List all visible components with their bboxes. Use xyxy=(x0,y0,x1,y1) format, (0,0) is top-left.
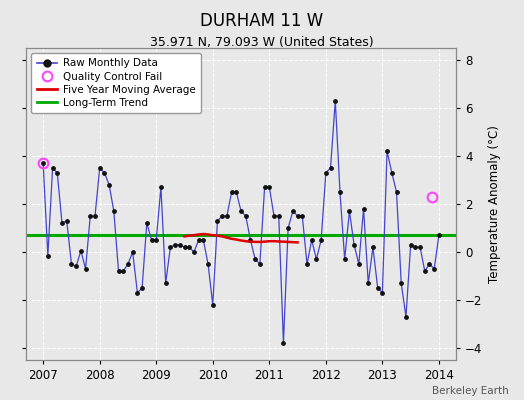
Point xyxy=(190,249,198,255)
Point xyxy=(322,170,330,176)
Point xyxy=(95,165,104,171)
Point xyxy=(383,148,391,154)
Point xyxy=(81,266,90,272)
Point xyxy=(227,189,236,195)
Point xyxy=(119,268,127,274)
Point xyxy=(166,244,174,250)
Point xyxy=(171,242,179,248)
Point xyxy=(72,263,80,270)
Text: DURHAM 11 W: DURHAM 11 W xyxy=(200,12,324,30)
Point xyxy=(298,213,307,219)
Point xyxy=(48,165,57,171)
Point xyxy=(402,314,410,320)
Point xyxy=(194,237,203,243)
Point xyxy=(157,184,165,190)
Point xyxy=(430,266,439,272)
Point xyxy=(284,225,292,231)
Point xyxy=(407,242,415,248)
Point xyxy=(355,261,363,267)
Point xyxy=(152,237,160,243)
Point xyxy=(237,208,245,214)
Point xyxy=(421,268,429,274)
Point xyxy=(77,248,85,254)
Point xyxy=(411,244,420,250)
Text: 35.971 N, 79.093 W (United States): 35.971 N, 79.093 W (United States) xyxy=(150,36,374,49)
Point xyxy=(128,249,137,255)
Point xyxy=(275,213,283,219)
Point xyxy=(204,261,212,267)
Point xyxy=(279,340,288,346)
Point xyxy=(86,213,94,219)
Point xyxy=(43,252,52,259)
Point xyxy=(67,261,75,267)
Point xyxy=(39,160,47,166)
Point xyxy=(53,170,61,176)
Point xyxy=(232,189,241,195)
Point xyxy=(416,244,424,250)
Point xyxy=(331,98,340,104)
Point xyxy=(242,213,250,219)
Point xyxy=(251,256,259,262)
Point xyxy=(397,280,406,286)
Point xyxy=(256,261,264,267)
Point xyxy=(326,165,335,171)
Point xyxy=(176,242,184,248)
Point xyxy=(223,213,231,219)
Point xyxy=(105,182,113,188)
Legend: Raw Monthly Data, Quality Control Fail, Five Year Moving Average, Long-Term Tren: Raw Monthly Data, Quality Control Fail, … xyxy=(31,53,201,113)
Point xyxy=(378,290,387,296)
Point xyxy=(341,256,349,262)
Point xyxy=(161,280,170,286)
Point xyxy=(199,237,208,243)
Point xyxy=(100,170,108,176)
Point xyxy=(350,242,358,248)
Point xyxy=(374,285,382,291)
Point xyxy=(303,261,311,267)
Point xyxy=(359,206,368,212)
Point xyxy=(180,244,189,250)
Point xyxy=(138,285,146,291)
Text: Berkeley Earth: Berkeley Earth xyxy=(432,386,508,396)
Point xyxy=(392,189,401,195)
Point xyxy=(91,213,99,219)
Point xyxy=(388,170,396,176)
Point xyxy=(265,184,274,190)
Point xyxy=(425,261,434,267)
Point xyxy=(209,302,217,308)
Y-axis label: Temperature Anomaly (°C): Temperature Anomaly (°C) xyxy=(488,125,501,283)
Point xyxy=(213,218,222,224)
Point xyxy=(133,290,141,296)
Point xyxy=(58,220,66,226)
Point xyxy=(147,237,156,243)
Point xyxy=(435,232,443,238)
Point xyxy=(317,237,325,243)
Point xyxy=(246,237,255,243)
Point xyxy=(260,184,269,190)
Point xyxy=(369,244,377,250)
Point xyxy=(218,213,226,219)
Point xyxy=(62,218,71,224)
Point xyxy=(345,208,354,214)
Point xyxy=(143,220,151,226)
Point xyxy=(336,189,344,195)
Point xyxy=(114,268,123,274)
Point xyxy=(308,237,316,243)
Point xyxy=(270,213,278,219)
Point xyxy=(185,244,193,250)
Point xyxy=(312,256,321,262)
Point xyxy=(293,213,302,219)
Point xyxy=(124,261,132,267)
Point xyxy=(364,280,373,286)
Point xyxy=(289,208,297,214)
Point xyxy=(110,208,118,214)
